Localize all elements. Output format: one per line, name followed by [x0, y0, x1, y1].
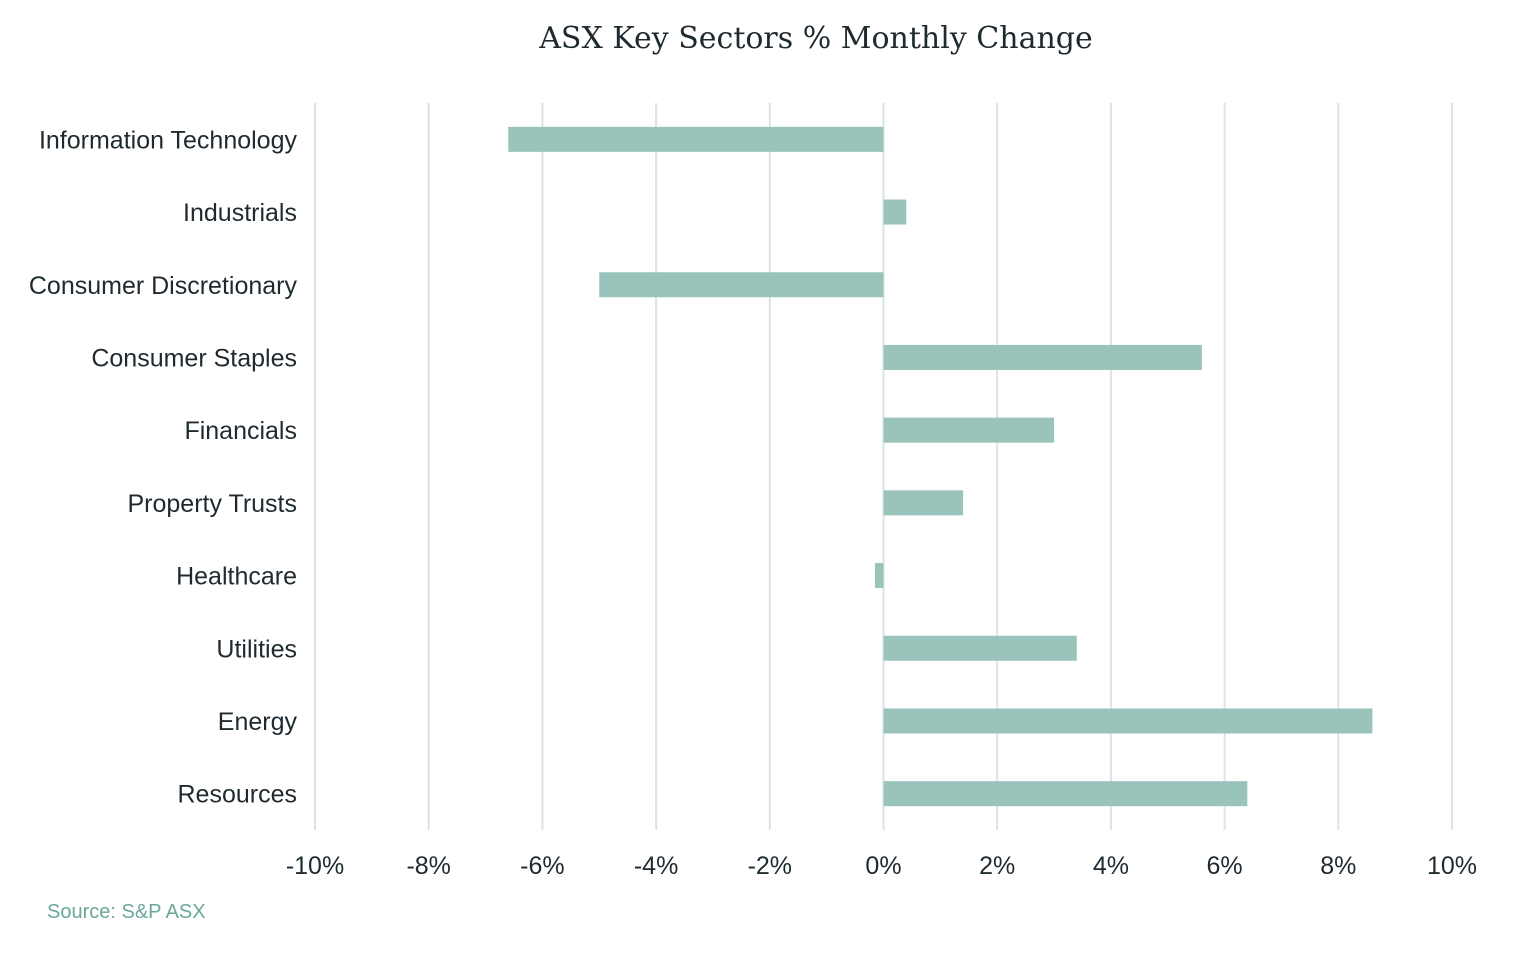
- bar: [883, 708, 1373, 734]
- x-tick-label: 0%: [865, 852, 901, 880]
- category-label: Resources: [178, 781, 298, 809]
- x-tick-label: -10%: [286, 852, 344, 880]
- category-label: Healthcare: [176, 563, 297, 591]
- category-label: Industrials: [183, 199, 297, 227]
- category-label: Utilities: [216, 635, 297, 663]
- bar: [883, 635, 1077, 661]
- x-tick-label: 4%: [1093, 852, 1129, 880]
- x-tick-label: 8%: [1320, 852, 1356, 880]
- bar: [883, 781, 1248, 807]
- x-tick-label: -2%: [748, 852, 792, 880]
- bar: [883, 344, 1202, 370]
- bar: [883, 417, 1055, 443]
- bar: [508, 126, 884, 152]
- bar: [874, 563, 884, 589]
- x-tick-label: -6%: [520, 852, 564, 880]
- category-label: Energy: [218, 708, 298, 736]
- category-label: Property Trusts: [128, 490, 298, 518]
- x-axis-tick-labels: -10% -8% -6% -4% -2% 0% 2% 4% 6% 8% 10%: [286, 852, 1477, 880]
- x-tick-label: -4%: [634, 852, 678, 880]
- x-tick-label: 6%: [1207, 852, 1243, 880]
- x-tick-label: -8%: [406, 852, 450, 880]
- chart-title: ASX Key Sectors % Monthly Change: [538, 21, 1093, 56]
- category-label: Financials: [184, 417, 297, 445]
- category-label: Consumer Discretionary: [29, 272, 298, 300]
- bar: [599, 272, 884, 298]
- category-label: Consumer Staples: [91, 344, 297, 372]
- x-tick-label: 2%: [979, 852, 1015, 880]
- x-tick-label: 10%: [1427, 852, 1477, 880]
- bar: [883, 490, 964, 516]
- bar: [883, 199, 907, 225]
- category-label: Information Technology: [39, 126, 298, 154]
- source-note: Source: S&P ASX: [47, 901, 206, 923]
- bars: [508, 126, 1373, 807]
- category-labels: Information Technology Industrials Consume…: [29, 126, 298, 808]
